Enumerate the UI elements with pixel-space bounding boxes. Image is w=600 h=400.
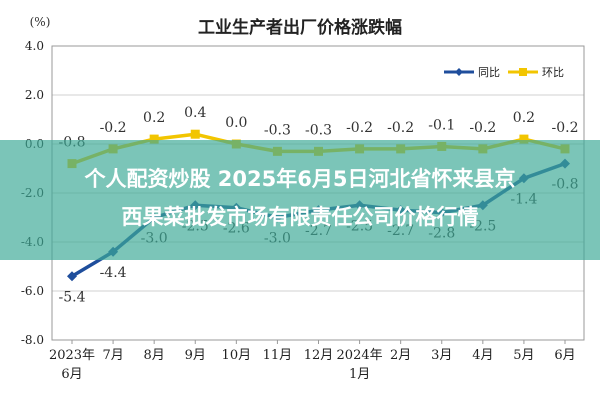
series-point [190, 129, 200, 139]
x-tick-label: 9月 [185, 348, 206, 363]
x-tick-label: 6月 [554, 348, 575, 363]
overlay-banner [0, 140, 600, 260]
x-tick-label: 2024年 [337, 348, 383, 363]
data-label: -0.3 [264, 122, 291, 138]
x-tick-label: 5月 [513, 348, 534, 363]
y-tick-label: -8.0 [21, 333, 44, 347]
x-tick-label: 11月 [263, 348, 293, 363]
x-tick-label: 6月 [61, 367, 82, 382]
legend-label: 环比 [542, 66, 564, 79]
data-label: -0.2 [387, 120, 414, 136]
y-tick-label: 4.0 [25, 39, 44, 53]
series-point [149, 134, 159, 144]
data-label: -5.4 [59, 289, 86, 305]
y-axis-unit: (%) [30, 15, 51, 29]
data-label: -0.3 [305, 122, 332, 138]
banner-line-1: 个人配资炒股 2025年6月5日河北省怀来县京 [84, 167, 516, 191]
x-tick-label: 2月 [390, 348, 411, 363]
x-tick-label: 7月 [102, 348, 123, 363]
data-label: 0.2 [513, 110, 535, 126]
x-tick-label: 1月 [349, 367, 370, 382]
data-label: -0.2 [100, 120, 127, 136]
data-label: -0.2 [346, 120, 373, 136]
x-tick-label: 10月 [222, 348, 252, 363]
chart-title: 工业生产者出厂价格涨跌幅 [198, 17, 402, 38]
series-point [67, 271, 77, 282]
data-label: -0.2 [469, 120, 496, 136]
legend-swatch-marker [455, 68, 463, 76]
data-label: -0.2 [552, 120, 579, 136]
x-tick-label: 4月 [472, 348, 493, 363]
x-tick-label: 2023年 [49, 348, 95, 363]
x-tick-label: 8月 [144, 348, 165, 363]
banner-line-2: 西果菜批发市场有限责任公司价格行情 [121, 205, 479, 229]
x-tick-label: 12月 [304, 348, 334, 363]
data-label: 0.4 [184, 105, 206, 121]
overlay-banner-text: 个人配资炒股 2025年6月5日河北省怀来县京 西果菜批发市场有限责任公司价格行… [20, 160, 580, 236]
x-tick-label: 3月 [431, 348, 452, 363]
data-label: 0.0 [225, 115, 247, 131]
y-tick-label: -6.0 [21, 284, 44, 298]
data-label: 0.2 [143, 110, 165, 126]
series-point [519, 134, 529, 144]
legend-swatch-marker [519, 68, 527, 76]
legend-label: 同比 [478, 66, 500, 79]
data-label: -0.1 [428, 117, 455, 133]
data-label: -4.4 [100, 265, 127, 281]
y-tick-label: 2.0 [25, 88, 44, 102]
